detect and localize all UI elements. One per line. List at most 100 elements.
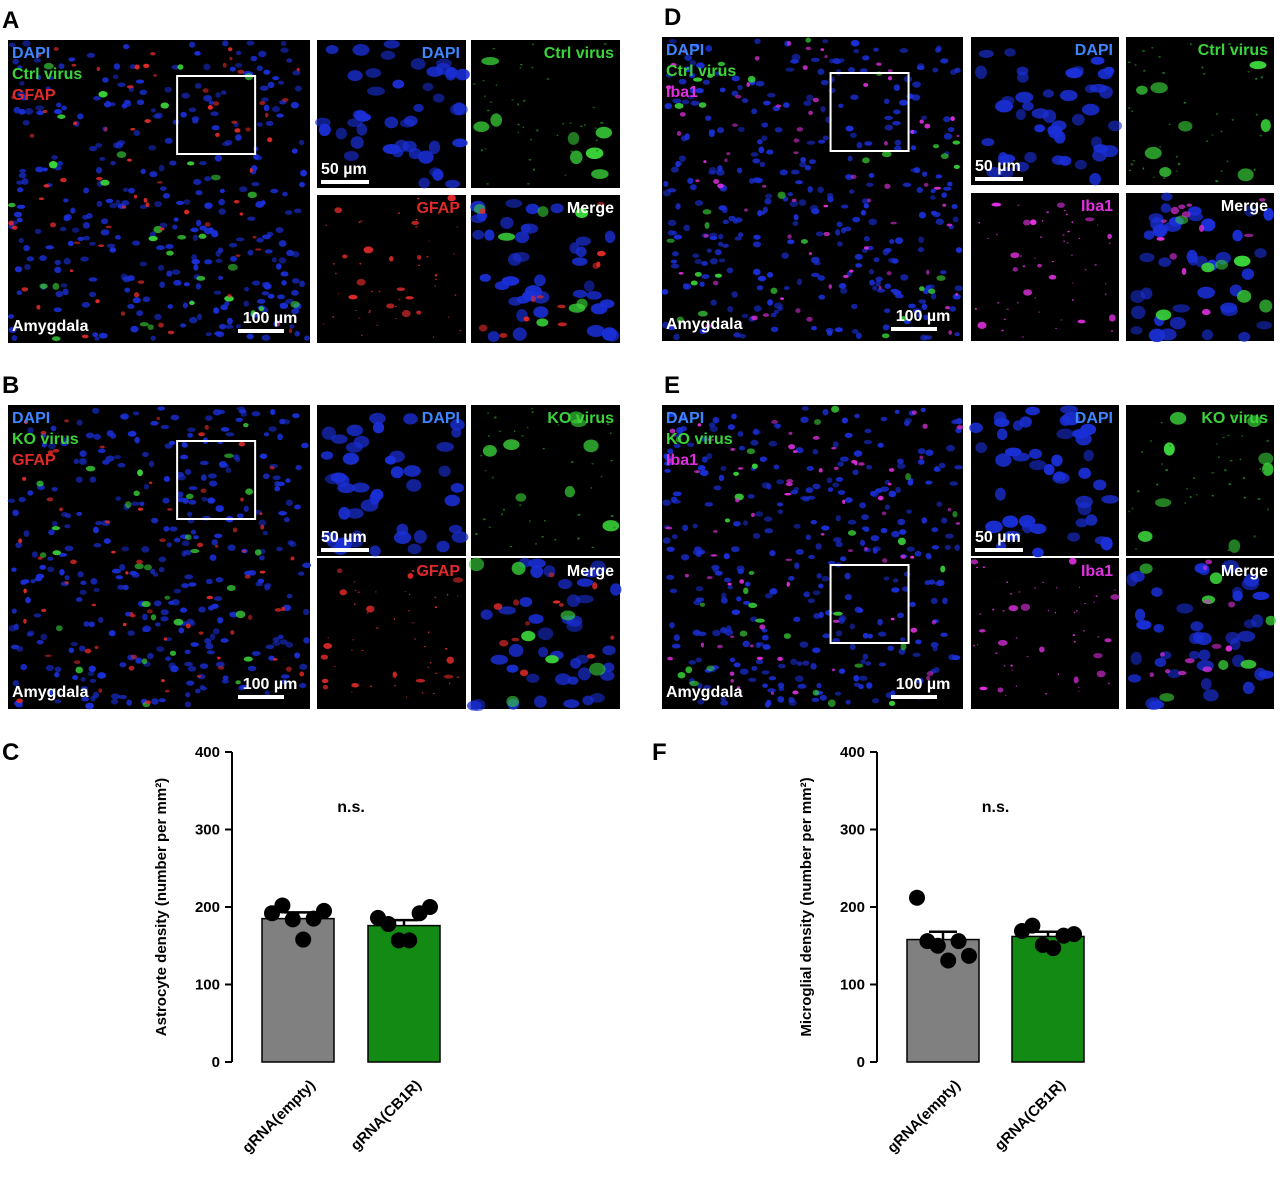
cell — [40, 430, 47, 435]
cell — [739, 333, 746, 339]
cell — [863, 82, 869, 87]
cell — [162, 497, 170, 504]
cell — [921, 517, 928, 524]
cell — [1215, 180, 1219, 183]
cell — [723, 553, 730, 560]
cell — [1142, 167, 1145, 170]
cell — [181, 583, 189, 589]
cell — [272, 636, 280, 643]
cell — [100, 229, 110, 236]
cell — [583, 123, 586, 126]
cell — [522, 99, 526, 102]
cell — [291, 148, 298, 154]
cell — [668, 413, 676, 418]
x-tick-label: gRNA(empty) — [239, 1077, 319, 1157]
cell — [918, 236, 925, 244]
cell — [282, 97, 289, 102]
cell — [456, 676, 460, 678]
cell — [486, 182, 489, 185]
cell — [188, 499, 197, 505]
cell — [12, 509, 19, 517]
cell — [860, 659, 866, 665]
cell — [920, 334, 928, 341]
cell — [1253, 535, 1256, 538]
cell — [832, 482, 839, 488]
cell — [491, 476, 495, 479]
cell — [724, 158, 728, 163]
cell — [129, 64, 137, 70]
cell — [436, 540, 450, 553]
cell — [487, 331, 500, 342]
cell — [751, 666, 758, 671]
cell — [199, 663, 209, 669]
cell — [228, 242, 238, 248]
cell — [259, 555, 265, 561]
cell — [800, 416, 809, 423]
cell — [1065, 213, 1068, 216]
cell — [1262, 462, 1274, 476]
cell — [214, 331, 223, 336]
inset-scale-label: 50 µm — [975, 529, 1021, 546]
cell — [788, 575, 795, 581]
cell — [721, 206, 728, 214]
cell — [1037, 263, 1042, 268]
cell — [47, 75, 55, 80]
cell — [295, 464, 302, 471]
cell — [426, 66, 444, 77]
cell — [612, 526, 616, 529]
cell — [570, 461, 574, 464]
cell — [131, 572, 140, 578]
cell — [777, 696, 785, 703]
cell — [675, 436, 682, 443]
cell — [897, 518, 906, 526]
cell — [1195, 632, 1212, 646]
cell — [1249, 60, 1267, 70]
cell — [750, 152, 759, 157]
cell — [59, 569, 65, 576]
cell — [1209, 572, 1223, 585]
cell — [342, 452, 359, 465]
cell — [789, 200, 799, 208]
cell — [1232, 414, 1236, 417]
cell — [775, 423, 781, 430]
cell — [893, 84, 901, 91]
cell — [776, 479, 785, 485]
cell — [361, 650, 364, 652]
cell — [912, 308, 921, 313]
cell — [482, 79, 485, 82]
cell — [713, 485, 722, 491]
cell — [281, 280, 287, 286]
cell — [485, 445, 489, 448]
cell — [187, 511, 193, 517]
cell — [39, 564, 47, 570]
cell — [832, 637, 841, 644]
channel-label: DAPI — [666, 410, 704, 427]
cell — [996, 233, 998, 236]
inset-label: DAPI — [422, 410, 460, 427]
cell — [737, 467, 744, 470]
cell — [1015, 161, 1030, 172]
cell — [890, 690, 896, 697]
cell — [116, 151, 127, 159]
cell — [22, 476, 27, 481]
cell — [42, 167, 48, 172]
cell — [142, 296, 151, 303]
cell — [527, 182, 530, 185]
cell — [1103, 66, 1115, 75]
cell — [22, 40, 31, 47]
cell — [859, 502, 867, 509]
cell — [950, 69, 957, 76]
cell — [214, 154, 223, 162]
cell — [536, 129, 539, 132]
cell — [296, 67, 300, 72]
cell — [528, 520, 532, 522]
cell — [280, 40, 287, 46]
cell — [272, 475, 281, 481]
cell — [484, 148, 487, 150]
cell — [1181, 267, 1187, 275]
cell — [1073, 640, 1076, 643]
cell — [158, 164, 165, 172]
cell — [1162, 177, 1166, 179]
cell — [793, 486, 799, 493]
cell — [706, 73, 714, 78]
